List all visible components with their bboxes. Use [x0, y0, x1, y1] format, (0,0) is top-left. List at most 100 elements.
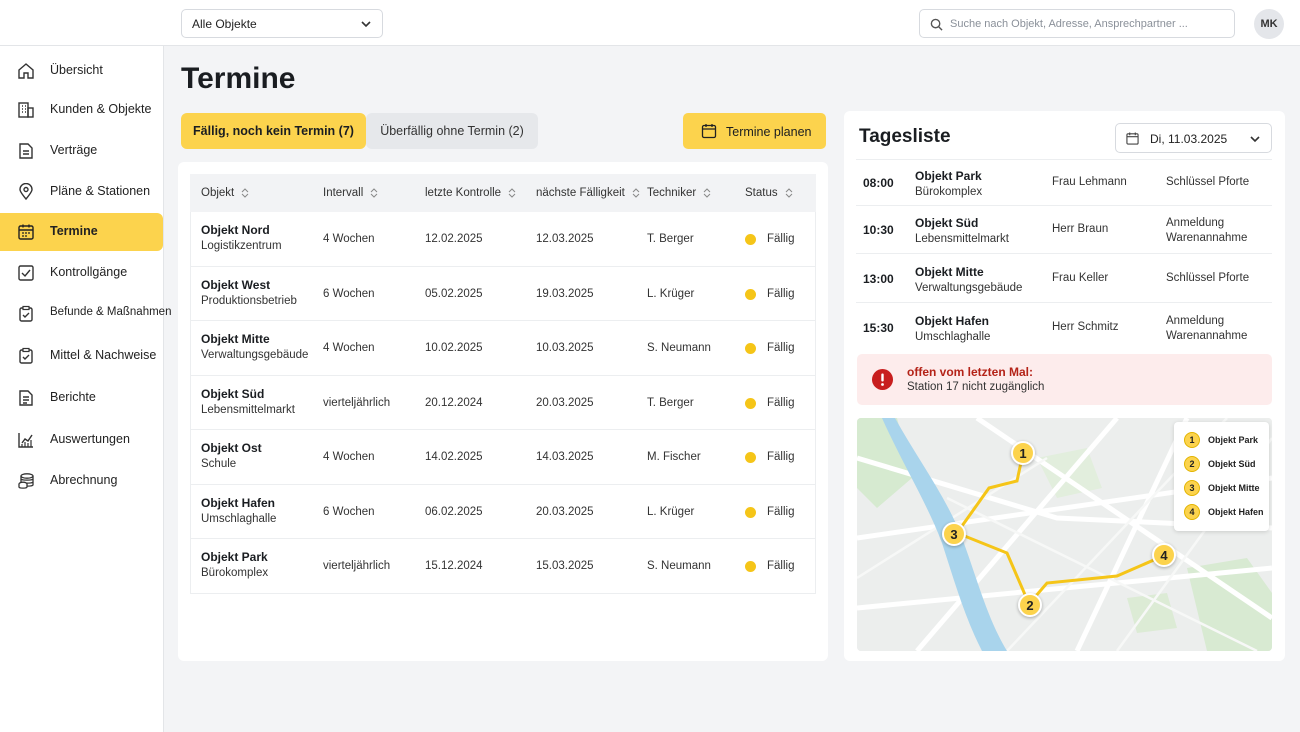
building-icon: [18, 102, 34, 118]
sort-icon: [508, 188, 516, 198]
column-header-objekt[interactable]: Objekt: [201, 187, 249, 199]
alert-icon: [872, 369, 893, 390]
object-type: Bürokomplex: [201, 567, 269, 579]
object-name: Objekt Mitte: [915, 264, 984, 279]
map-marker-2[interactable]: 2: [1018, 593, 1042, 617]
date-picker[interactable]: Di, 11.03.2025: [1115, 123, 1272, 153]
note-line: Anmeldung: [1166, 217, 1225, 229]
tab-ueberfaellig[interactable]: Überfällig ohne Termin (2): [366, 113, 538, 149]
sidebar-item-kunden-objekte[interactable]: Kunden & Objekte: [0, 91, 163, 129]
technician-cell: T. Berger: [647, 396, 694, 409]
legend-number: 2: [1184, 456, 1200, 472]
next-due-cell: 19.03.2025: [536, 287, 594, 300]
table-row[interactable]: Objekt West Produktionsbetrieb 6 Wochen 05.…: [190, 266, 816, 321]
tab-faellig[interactable]: Fällig, noch kein Termin (7): [181, 113, 366, 149]
last-check-cell: 05.02.2025: [425, 287, 483, 300]
top-bar: Alle Objekte MK: [0, 0, 1300, 46]
object-cell: Objekt Ost Schule: [201, 441, 262, 470]
sort-icon: [370, 188, 378, 198]
legend-number: 1: [1184, 432, 1200, 448]
map-marker-4[interactable]: 4: [1152, 543, 1176, 567]
daylist-row[interactable]: 15:30 Objekt Hafen Umschlaghalle Herr Schmi…: [856, 302, 1272, 351]
status-dot: [745, 343, 756, 354]
object-filter-select[interactable]: Alle Objekte: [181, 9, 383, 38]
object-type: Umschlaghalle: [915, 330, 991, 343]
sidebar-item-befunde-massnahmen[interactable]: Befunde & Maßnahmen: [0, 295, 171, 333]
last-check-cell: 10.02.2025: [425, 342, 483, 354]
legend-label: Objekt Park: [1208, 435, 1259, 445]
sidebar-item-label: Berichte: [50, 390, 96, 404]
column-header-intervall[interactable]: Intervall: [323, 187, 378, 199]
last-check-cell: 20.12.2024: [425, 396, 483, 409]
column-header-letzte-kontrolle[interactable]: letzte Kontrolle: [425, 187, 516, 199]
interval-cell: 6 Wochen: [323, 287, 375, 300]
sidebar-item-termine[interactable]: Termine: [0, 213, 163, 251]
sidebar-item-mittel-nachweise[interactable]: Mittel & Nachweise: [0, 337, 163, 375]
table-row[interactable]: Objekt Nord Logistikzentrum 4 Wochen 12.02.…: [190, 212, 816, 267]
user-avatar[interactable]: MK: [1254, 9, 1284, 39]
column-header-status[interactable]: Status: [745, 187, 793, 199]
sidebar-item-uebersicht[interactable]: Übersicht: [0, 52, 163, 90]
object-name: Objekt Süd: [915, 216, 979, 230]
coins-icon: [18, 473, 34, 489]
object-type: Lebensmittelmarkt: [201, 403, 295, 416]
sidebar-item-berichte[interactable]: Berichte: [0, 379, 163, 417]
sidebar-item-label: Pläne & Stationen: [50, 184, 151, 198]
interval-cell: 4 Wochen: [323, 233, 375, 245]
sort-icon: [241, 188, 249, 198]
note-line: Warenannahme: [1166, 329, 1248, 342]
object-name: Objekt West: [201, 277, 271, 292]
daylist-row[interactable]: 10:30 Objekt Süd Lebensmittelmarkt Herr Bra…: [856, 205, 1272, 253]
last-check-cell: 14.02.2025: [425, 451, 483, 463]
status-cell: Fällig: [767, 396, 795, 409]
contact-cell: Frau Lehmann: [1052, 176, 1127, 188]
table-row[interactable]: Objekt Mitte Verwaltungsgebäude 4 Wochen 10…: [190, 321, 816, 376]
column-header-label: Status: [745, 187, 778, 199]
column-header-naechste-faelligkeit[interactable]: nächste Fälligkeit: [536, 187, 640, 199]
sidebar-item-label: Befunde & Maßnahmen: [50, 306, 172, 318]
sidebar-item-kontrollgaenge[interactable]: Kontrollgänge: [0, 254, 163, 292]
plan-appointments-button[interactable]: Termine planen: [683, 113, 826, 149]
daylist-row[interactable]: 08:00 Objekt Park Bürokomplex Frau Lehmann S…: [856, 159, 1272, 205]
document-icon: [19, 143, 33, 159]
interval-cell: 4 Wochen: [323, 342, 375, 354]
page-title: Termine: [181, 62, 296, 95]
daylist-row[interactable]: 13:00 Objekt Mitte Verwaltungsgebäude Frau …: [856, 253, 1272, 302]
status-cell: Fällig: [767, 233, 795, 245]
sidebar-item-vertraege[interactable]: Verträge: [0, 132, 163, 170]
object-type: Lebensmittelmarkt: [915, 233, 1009, 245]
alert-title: offen vom letzten Mal:: [907, 365, 1034, 379]
note-line: Warenannahme: [1166, 232, 1248, 244]
legend-item: 2 Objekt Süd: [1184, 456, 1256, 472]
chart-icon: [18, 433, 33, 448]
legend-label: Objekt Hafen: [1208, 507, 1264, 517]
object-cell: Objekt Hafen Umschlaghalle: [915, 313, 990, 345]
next-due-cell: 20.03.2025: [536, 505, 594, 518]
interval-cell: vierteljährlich: [323, 396, 391, 409]
map-marker-3[interactable]: 3: [942, 522, 966, 546]
column-header-label: Intervall: [323, 187, 364, 199]
table-row[interactable]: Objekt Ost Schule 4 Wochen 14.02.2025 14.03.…: [190, 430, 816, 485]
object-name: Objekt Park: [201, 550, 268, 564]
sidebar: Übersicht Kunden & Objekte Verträge Plän…: [0, 46, 171, 732]
sort-icon: [703, 188, 711, 198]
daylist-title: Tagesliste: [859, 126, 951, 147]
object-type: Verwaltungsgebäude: [201, 349, 309, 361]
contact-cell: Frau Keller: [1052, 271, 1109, 284]
sidebar-item-plaene-stationen[interactable]: Pläne & Stationen: [0, 173, 163, 211]
map-marker-1[interactable]: 1: [1011, 441, 1035, 465]
search-input[interactable]: [950, 14, 1226, 34]
sidebar-item-label: Kunden & Objekte: [50, 102, 152, 116]
table-row[interactable]: Objekt Hafen Umschlaghalle 6 Wochen 06.02.2…: [190, 484, 816, 539]
next-due-cell: 10.03.2025: [536, 342, 594, 354]
table-row[interactable]: Objekt Süd Lebensmittelmarkt vierteljährli…: [190, 375, 816, 430]
column-header-techniker[interactable]: Techniker: [647, 187, 711, 199]
sidebar-item-auswertungen[interactable]: Auswertungen: [0, 421, 163, 459]
status-dot: [745, 506, 756, 518]
chevron-down-icon: [1250, 136, 1260, 143]
object-name: Objekt Nord: [201, 223, 270, 237]
table-row[interactable]: Objekt Park Bürokomplex vierteljährlich 15.…: [190, 539, 816, 594]
sidebar-item-abrechnung[interactable]: Abrechnung: [0, 462, 163, 500]
object-type: Umschlaghalle: [201, 512, 277, 525]
legend-item: 3 Objekt Mitte: [1184, 480, 1260, 496]
